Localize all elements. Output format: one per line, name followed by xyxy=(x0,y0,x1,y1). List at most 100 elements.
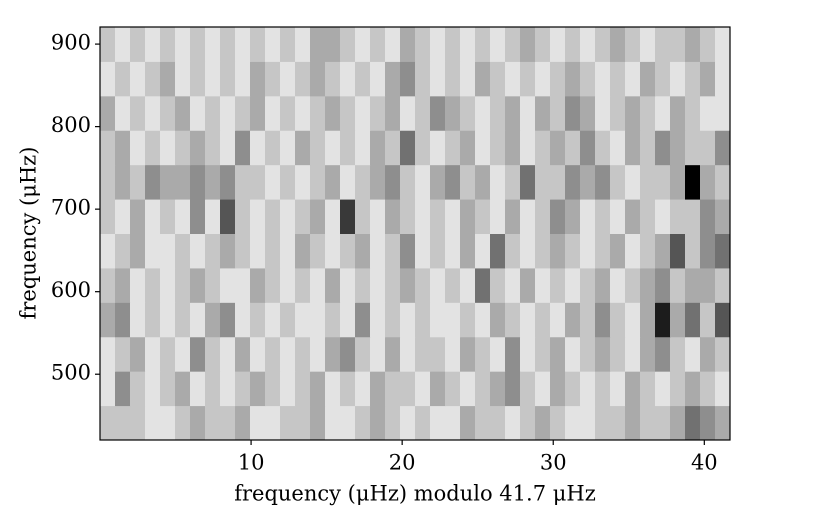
heatmap-cell xyxy=(190,233,206,269)
heatmap-cell xyxy=(325,233,341,269)
heatmap-cell xyxy=(175,95,191,131)
heatmap-cell xyxy=(535,336,551,372)
heatmap-cell xyxy=(325,371,341,407)
heatmap-cell xyxy=(445,61,461,97)
heatmap-cell xyxy=(400,267,416,303)
heatmap-cell xyxy=(235,233,251,269)
heatmap-cell xyxy=(205,199,221,234)
heatmap-cell xyxy=(430,302,446,338)
heatmap-cell xyxy=(175,61,191,97)
heatmap-cell xyxy=(550,371,566,407)
heatmap-cell xyxy=(595,130,611,166)
heatmap-cell xyxy=(400,405,416,441)
heatmap-cell xyxy=(265,199,281,234)
heatmap-cell xyxy=(670,405,686,441)
heatmap-cell xyxy=(640,371,656,407)
heatmap-cell xyxy=(220,267,236,303)
heatmap-cell xyxy=(385,371,401,407)
heatmap-cell xyxy=(715,27,731,62)
heatmap-cell xyxy=(415,336,431,372)
heatmap-cell xyxy=(175,199,191,234)
heatmap-cell xyxy=(535,164,551,200)
heatmap-cell xyxy=(445,199,461,234)
heatmap-cell xyxy=(520,130,536,166)
heatmap-cell xyxy=(100,164,116,200)
heatmap-cell xyxy=(145,130,161,166)
heatmap-cell xyxy=(625,61,641,97)
heatmap-cell xyxy=(280,302,296,338)
heatmap-cell xyxy=(190,95,206,131)
heatmap-cell xyxy=(715,336,731,372)
heatmap-cell xyxy=(115,164,131,200)
heatmap-cell xyxy=(145,233,161,269)
heatmap-cell xyxy=(670,233,686,269)
heatmap-cell xyxy=(415,405,431,441)
heatmap-cell xyxy=(250,371,266,407)
heatmap-cell xyxy=(265,371,281,407)
heatmap-cell xyxy=(415,95,431,131)
heatmap-cell xyxy=(130,233,146,269)
heatmap-cell xyxy=(295,405,311,441)
heatmap-cell xyxy=(130,61,146,97)
heatmap-cell xyxy=(490,27,506,62)
heatmap-cell xyxy=(700,371,716,407)
heatmap-cell xyxy=(565,199,581,234)
heatmap-cell xyxy=(385,164,401,200)
heatmap-cell xyxy=(400,233,416,269)
heatmap-cell xyxy=(580,27,596,62)
heatmap-cell xyxy=(220,371,236,407)
heatmap-cell xyxy=(160,199,176,234)
heatmap-cell xyxy=(175,371,191,407)
heatmap-cell xyxy=(400,95,416,131)
heatmap-cell xyxy=(160,164,176,200)
heatmap-cell xyxy=(610,130,626,166)
heatmap-cell xyxy=(280,27,296,62)
heatmap-cell xyxy=(205,336,221,372)
heatmap-cell xyxy=(595,371,611,407)
heatmap-cell xyxy=(610,405,626,441)
heatmap-cell xyxy=(565,95,581,131)
heatmap-cell xyxy=(235,336,251,372)
heatmap-cell xyxy=(295,302,311,338)
heatmap-cell xyxy=(280,371,296,407)
heatmap-cell xyxy=(145,199,161,234)
heatmap-cell xyxy=(490,267,506,303)
heatmap-cell xyxy=(280,405,296,441)
heatmap-cell xyxy=(625,371,641,407)
heatmap-cell xyxy=(685,267,701,303)
heatmap-cell xyxy=(370,405,386,441)
heatmap-cell xyxy=(460,336,476,372)
heatmap-cell xyxy=(565,371,581,407)
heatmap-cell xyxy=(445,233,461,269)
y-tick-label: 500 xyxy=(51,361,91,385)
heatmap-cell xyxy=(355,405,371,441)
heatmap-cell xyxy=(355,302,371,338)
heatmap-cell xyxy=(190,267,206,303)
heatmap-cell xyxy=(340,336,356,372)
heatmap-cell xyxy=(595,199,611,234)
heatmap-cell xyxy=(430,95,446,131)
heatmap-cell xyxy=(115,336,131,372)
heatmap-cell xyxy=(700,164,716,200)
heatmap-cell xyxy=(550,95,566,131)
heatmap-cell xyxy=(190,405,206,441)
heatmap-cell xyxy=(220,130,236,166)
heatmap-cell xyxy=(100,233,116,269)
heatmap-cell xyxy=(205,61,221,97)
heatmap-cell xyxy=(115,302,131,338)
heatmap-cell xyxy=(295,371,311,407)
heatmap-cell xyxy=(460,267,476,303)
heatmap-cell xyxy=(235,267,251,303)
heatmap-cell xyxy=(355,130,371,166)
heatmap-cell xyxy=(565,61,581,97)
heatmap-cell xyxy=(370,27,386,62)
heatmap-cell xyxy=(235,95,251,131)
heatmap-cell xyxy=(550,336,566,372)
heatmap-cell xyxy=(325,405,341,441)
heatmap-cell xyxy=(340,61,356,97)
heatmap-cell xyxy=(430,199,446,234)
heatmap-cell xyxy=(430,405,446,441)
heatmap-cell xyxy=(310,95,326,131)
heatmap-cell xyxy=(115,405,131,441)
heatmap-cell xyxy=(565,336,581,372)
